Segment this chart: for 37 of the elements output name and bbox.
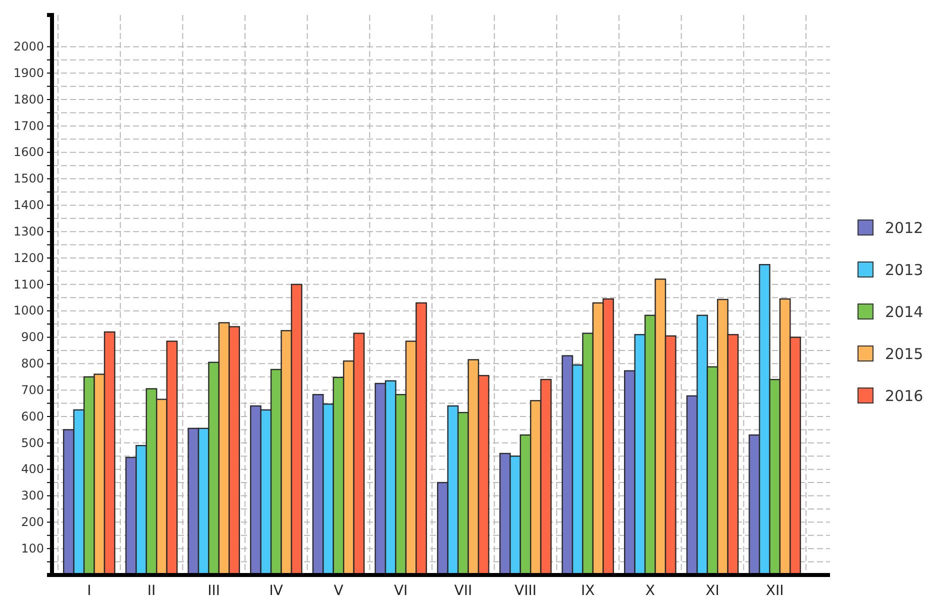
y-tick-label: 1800: [13, 92, 44, 106]
y-tick-label: 100: [21, 541, 44, 556]
y-tick-label: 700: [21, 382, 44, 397]
x-tick-label: III: [208, 582, 220, 598]
y-tick-label: 1500: [13, 172, 44, 186]
y-tick-label: 300: [21, 488, 44, 503]
y-tick-label: 600: [21, 409, 44, 424]
legend-label: 2016: [885, 387, 924, 405]
legend-label: 2015: [885, 345, 924, 363]
y-tick-label: 1900: [13, 66, 44, 80]
y-tick-label: 900: [21, 330, 44, 344]
x-tick-label: XII: [766, 582, 784, 598]
x-tick-label: IV: [269, 582, 284, 598]
y-tick-label: 1700: [13, 118, 44, 133]
y-tick-label: 1000: [13, 304, 44, 318]
legend-label: 2012: [885, 219, 924, 237]
y-tick-label: 800: [21, 356, 44, 371]
x-tick-label: II: [147, 582, 156, 598]
y-tick-label: 200: [21, 515, 44, 530]
x-tick-label: VI: [394, 582, 408, 598]
legend-label: 2014: [885, 303, 924, 321]
x-tick-label: I: [87, 582, 92, 598]
x-tick-label: VIII: [514, 582, 536, 598]
y-tick-label: 1600: [13, 145, 44, 160]
y-tick-label: 500: [21, 436, 44, 450]
x-tick-label: V: [334, 582, 344, 598]
y-tick-label: 1100: [13, 277, 44, 292]
legend-label: 2013: [885, 261, 924, 279]
x-tick-label: VII: [454, 582, 472, 598]
y-tick-label: 1400: [13, 198, 44, 212]
y-tick-label: 1200: [13, 250, 44, 265]
y-tick-label: 400: [21, 462, 44, 476]
y-tick-label: 2000: [13, 40, 44, 54]
x-tick-label: IX: [580, 582, 596, 598]
y-tick-label: 1300: [13, 224, 44, 238]
x-tick-label: XI: [706, 582, 720, 598]
x-tick-label: X: [645, 582, 656, 598]
